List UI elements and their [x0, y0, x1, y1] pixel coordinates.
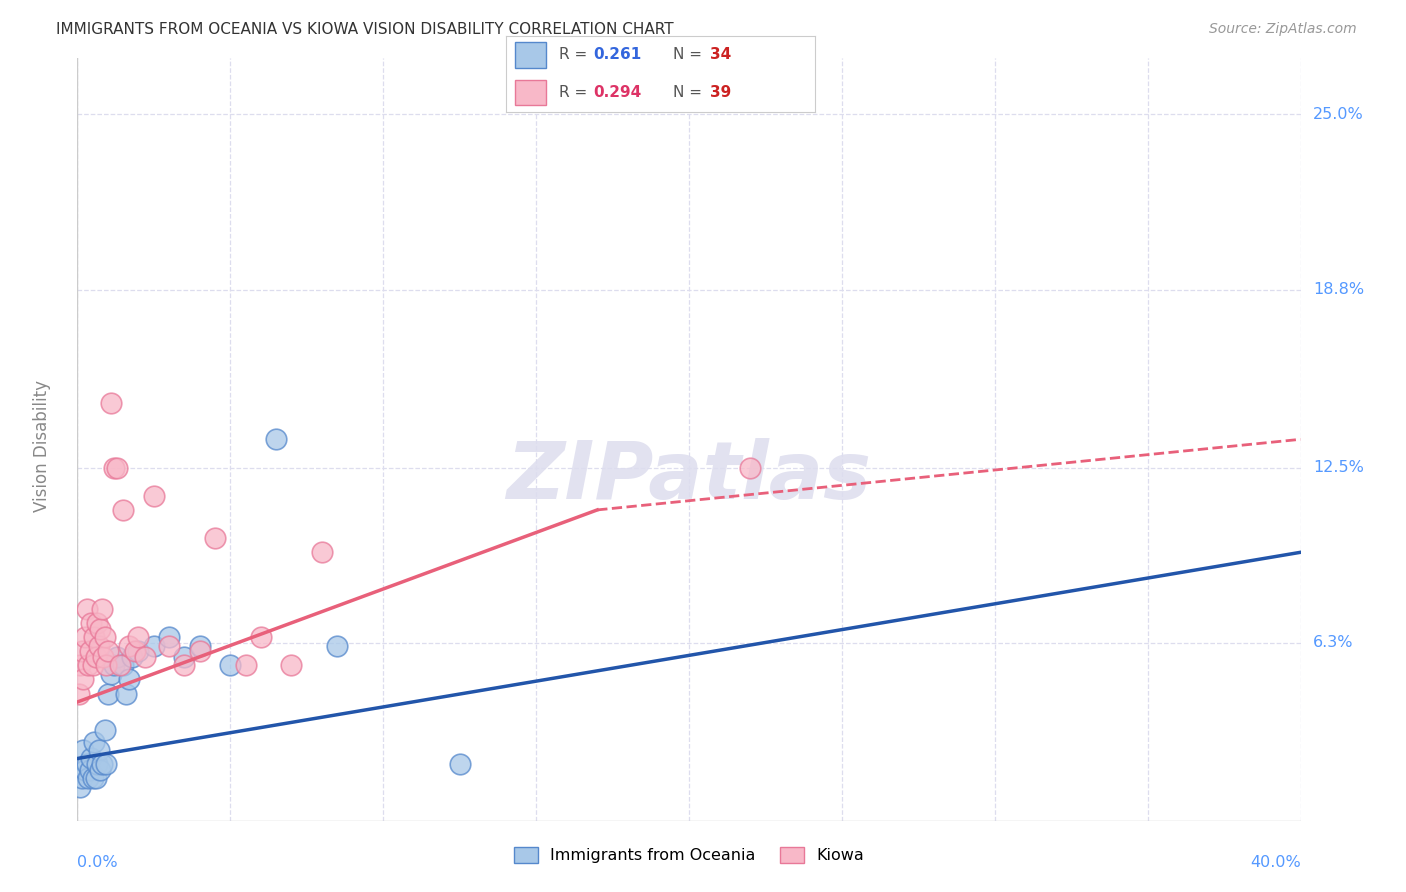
Point [82, 658, 104, 673]
Point [124, 644, 146, 658]
Point [115, 687, 138, 701]
Point [86, 757, 108, 772]
Point [90, 602, 112, 616]
Text: Source: ZipAtlas.com: Source: ZipAtlas.com [1209, 22, 1357, 37]
Point [97, 687, 120, 701]
Text: 25.0%: 25.0% [1313, 107, 1364, 122]
Point [91, 649, 114, 664]
Text: 18.8%: 18.8% [1313, 282, 1364, 297]
Point [70, 644, 93, 658]
Point [127, 644, 149, 658]
Text: 34: 34 [710, 47, 731, 62]
Point [449, 757, 471, 772]
Point [103, 460, 125, 475]
Point [264, 433, 287, 447]
Point [142, 489, 165, 503]
Point [82, 771, 104, 786]
Point [142, 639, 165, 653]
Point [79, 763, 101, 777]
Point [157, 639, 180, 653]
Point [83, 630, 105, 644]
Point [67, 687, 90, 701]
Point [103, 658, 125, 673]
Point [83, 734, 105, 748]
Point [204, 531, 226, 545]
Point [77, 658, 100, 673]
Point [188, 639, 211, 653]
Point [157, 630, 180, 644]
Text: 39: 39 [710, 85, 731, 100]
Point [188, 644, 211, 658]
Point [121, 649, 143, 664]
Point [94, 723, 117, 738]
Bar [516, 42, 547, 68]
Point [134, 649, 156, 664]
Point [97, 644, 120, 658]
Text: 0.0%: 0.0% [77, 855, 118, 870]
Text: N =: N = [673, 47, 707, 62]
Point [73, 763, 96, 777]
Text: 40.0%: 40.0% [1250, 855, 1301, 870]
Point [86, 615, 108, 630]
Point [112, 503, 135, 517]
Point [77, 771, 100, 786]
Text: 12.5%: 12.5% [1313, 460, 1364, 475]
Point [100, 395, 122, 409]
Point [69, 780, 91, 794]
Legend: Immigrants from Oceania, Kiowa: Immigrants from Oceania, Kiowa [508, 840, 870, 870]
Point [87, 743, 110, 757]
Point [740, 460, 762, 475]
Text: Vision Disability: Vision Disability [34, 380, 51, 512]
Point [112, 658, 135, 673]
Point [84, 771, 107, 786]
Point [72, 743, 94, 757]
Point [79, 644, 101, 658]
Point [80, 751, 103, 765]
Bar [516, 79, 547, 105]
Point [76, 757, 98, 772]
Point [280, 658, 302, 673]
Text: 6.3%: 6.3% [1313, 635, 1354, 650]
Point [105, 649, 128, 664]
Point [173, 649, 195, 664]
Point [219, 658, 242, 673]
Text: 0.261: 0.261 [593, 47, 641, 62]
Point [235, 658, 257, 673]
Point [118, 639, 141, 653]
Text: N =: N = [673, 85, 707, 100]
Point [173, 658, 195, 673]
Text: ZIPatlas: ZIPatlas [506, 439, 872, 516]
Point [108, 658, 131, 673]
Point [87, 639, 110, 653]
Point [90, 757, 112, 772]
Point [100, 666, 122, 681]
Point [89, 763, 111, 777]
Point [96, 658, 118, 673]
Point [69, 658, 91, 673]
Point [80, 615, 103, 630]
Point [94, 630, 117, 644]
Point [105, 460, 128, 475]
Point [118, 673, 141, 687]
Text: IMMIGRANTS FROM OCEANIA VS KIOWA VISION DISABILITY CORRELATION CHART: IMMIGRANTS FROM OCEANIA VS KIOWA VISION … [56, 22, 673, 37]
Point [72, 673, 94, 687]
Point [326, 639, 349, 653]
Text: R =: R = [558, 47, 592, 62]
Text: 0.294: 0.294 [593, 85, 641, 100]
Point [89, 622, 111, 636]
Point [96, 757, 118, 772]
Point [76, 602, 98, 616]
Point [84, 649, 107, 664]
Point [73, 630, 96, 644]
Point [311, 545, 333, 559]
Text: R =: R = [558, 85, 592, 100]
Point [70, 771, 93, 786]
Point [127, 630, 149, 644]
Point [250, 630, 273, 644]
